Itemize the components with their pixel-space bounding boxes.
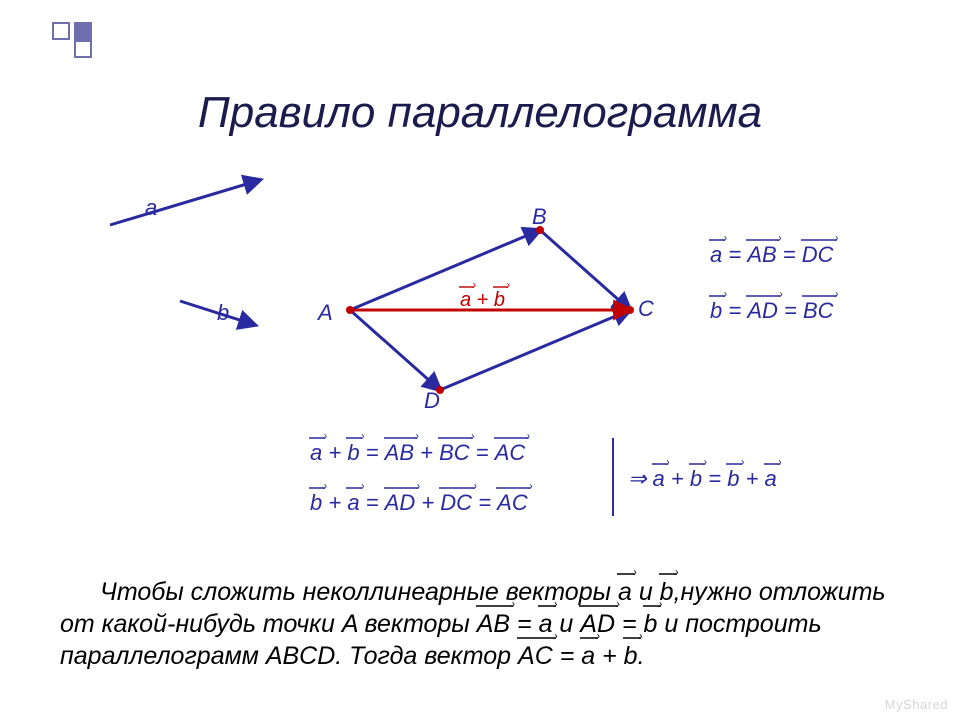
- vector-AB: [350, 230, 540, 310]
- vector-a-free: [110, 180, 260, 225]
- point-C: [626, 306, 634, 314]
- eq-a-equals: a› = AB› = DC›: [710, 242, 834, 268]
- label-A: A: [318, 300, 333, 326]
- vector-AD: [350, 310, 440, 390]
- label-C: C: [638, 296, 654, 322]
- vector-BC: [540, 230, 630, 310]
- eq-divider: [612, 438, 614, 516]
- eq-ab-sum: a› + b› = AB› + BC› = AC›: [310, 440, 525, 466]
- point-A: [346, 306, 354, 314]
- vector-DC: [440, 310, 630, 390]
- label-a: a: [145, 195, 157, 221]
- page-title: Правило параллелограмма: [0, 88, 960, 138]
- watermark: MyShared: [885, 697, 948, 712]
- eq-commutative: ⇒ a› + b› = b› + a›: [628, 466, 777, 492]
- eq-b-equals: b› = AD› = BC›: [710, 298, 834, 324]
- corner-decoration: [52, 22, 90, 52]
- label-b: b: [217, 300, 229, 326]
- body-definition: Чтобы сложить неколлинеарные векторы a› …: [60, 576, 900, 672]
- label-D: D: [424, 388, 440, 414]
- label-sum: a› + b›: [460, 289, 505, 312]
- label-B: B: [532, 204, 547, 230]
- eq-ba-sum: b› + a› = AD› + DC› = AC›: [310, 490, 528, 516]
